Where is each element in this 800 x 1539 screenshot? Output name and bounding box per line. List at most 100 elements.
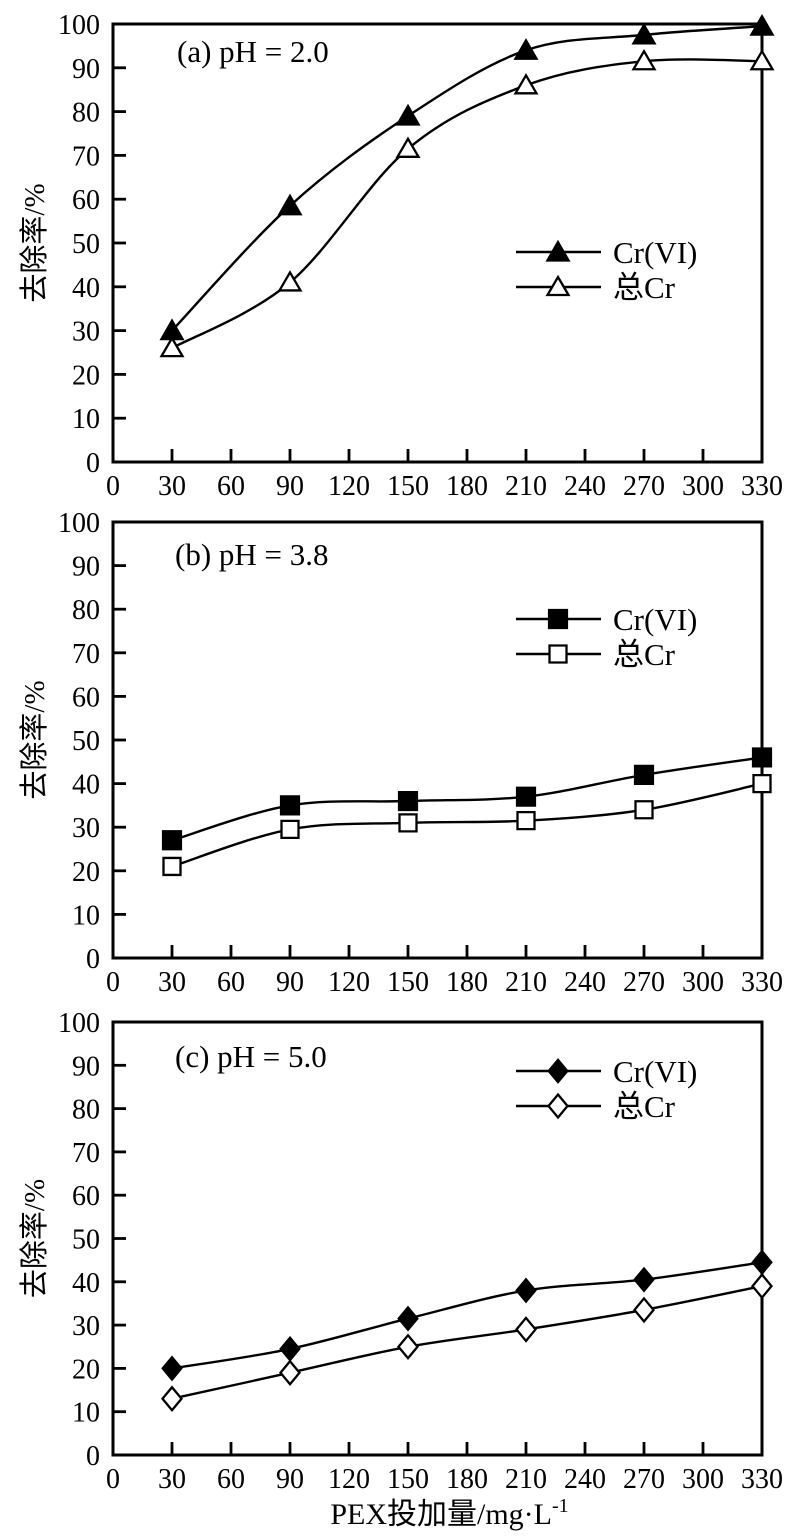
y-tick-label: 80 — [72, 595, 100, 626]
legend-label: Cr(VI) — [613, 1054, 697, 1089]
x-tick-label: 30 — [158, 471, 186, 502]
legend-label: 总Cr — [613, 1089, 676, 1124]
triangle-open-icon — [545, 274, 571, 297]
legend-item-total-cr: 总Cr — [516, 637, 676, 672]
chart-title: (a) pH = 2.0 — [177, 34, 329, 69]
y-tick-label: 40 — [72, 273, 100, 304]
data-point-marker-total-cr — [397, 1333, 419, 1361]
y-tick-label: 20 — [72, 360, 100, 391]
y-tick-label: 70 — [72, 639, 100, 670]
data-point-marker-cr6 — [395, 103, 421, 126]
y-tick-label: 80 — [72, 1095, 100, 1126]
data-point-marker-cr6 — [397, 790, 419, 812]
x-tick-label: 120 — [328, 967, 370, 998]
chart-title: (b) pH = 3.8 — [175, 537, 329, 572]
y-tick-label: 0 — [86, 944, 100, 975]
y-tick-label: 20 — [72, 1354, 100, 1385]
x-tick-label: 270 — [623, 1464, 665, 1495]
legend-item-cr6: Cr(VI) — [516, 602, 697, 637]
x-tick-label: 90 — [276, 967, 304, 998]
data-point-marker-total-cr — [395, 136, 421, 158]
data-point-marker-cr6 — [279, 1335, 301, 1362]
y-tick-label: 50 — [72, 229, 100, 260]
data-point-marker-total-cr — [515, 1316, 537, 1343]
y-tick-label: 60 — [72, 1181, 100, 1212]
data-point-marker-cr6 — [751, 1249, 773, 1276]
y-tick-label: 60 — [72, 682, 100, 713]
x-tick-label: 210 — [505, 1464, 547, 1495]
legend-item-total-cr: 总Cr — [516, 1089, 676, 1124]
data-point-marker-cr6 — [631, 22, 657, 45]
y-tick-label: 10 — [72, 404, 100, 435]
data-point-marker-total-cr — [749, 48, 775, 71]
x-tick-label: 210 — [505, 471, 547, 502]
legend: Cr(VI)总Cr — [516, 235, 697, 305]
y-tick-label: 50 — [72, 1225, 100, 1256]
y-tick-label: 10 — [72, 900, 100, 931]
x-tick-label: 60 — [217, 471, 245, 502]
chart-panel-c: 0 30 60 90 120 150 180 210 240 270 300 330 0 10 20 30 40… — [18, 1008, 783, 1495]
x-tick-label: 60 — [217, 967, 245, 998]
data-point-marker-cr6 — [515, 1277, 537, 1304]
y-tick-label: 90 — [72, 1051, 100, 1082]
triangle-filled-icon — [545, 239, 571, 262]
data-point-marker-total-cr — [631, 48, 657, 71]
y-tick-label: 30 — [72, 1311, 100, 1342]
legend-label: 总Cr — [613, 637, 676, 672]
y-axis-label: 去除率/% — [18, 680, 51, 799]
x-tick-label: 150 — [387, 1464, 429, 1495]
x-tick-label: 90 — [276, 471, 304, 502]
x-tick-label: 120 — [328, 1464, 370, 1495]
data-point-marker-cr6 — [633, 764, 655, 785]
x-tick-label: 270 — [623, 967, 665, 998]
data-point-marker-cr6 — [397, 1305, 419, 1332]
chart-panel-a: 0 30 60 90 120 150 180 210 240 270 300 330 0 10 20 30 40… — [18, 10, 783, 502]
data-point-marker-total-cr — [280, 819, 300, 840]
legend: Cr(VI)总Cr — [516, 1054, 697, 1124]
data-point-marker-total-cr — [633, 1296, 655, 1324]
x-tick-label: 330 — [741, 1464, 783, 1495]
x-tick-label: 150 — [387, 471, 429, 502]
data-point-marker-total-cr — [398, 813, 418, 833]
legend-label: 总Cr — [613, 270, 676, 305]
data-point-marker-total-cr — [752, 773, 772, 794]
data-point-marker-total-cr — [634, 800, 654, 820]
x-tick-label: 300 — [682, 471, 724, 502]
diamond-open-icon — [547, 1092, 569, 1120]
plot-border — [111, 1020, 764, 1457]
diamond-filled-icon — [547, 1058, 569, 1084]
data-point-marker-cr6 — [161, 830, 183, 851]
x-tick-label: 330 — [741, 471, 783, 502]
y-tick-label: 100 — [58, 10, 100, 41]
x-tick-label: 90 — [276, 1464, 304, 1495]
chart-panel-b: 0 30 60 90 120 150 180 210 240 270 300 330 0 10 20 30 40… — [18, 508, 783, 998]
y-tick-label: 30 — [72, 813, 100, 844]
x-tick-label: 150 — [387, 967, 429, 998]
y-tick-label: 40 — [72, 1268, 100, 1299]
x-tick-label: 30 — [158, 1464, 186, 1495]
y-axis-label: 去除率/% — [18, 183, 51, 302]
legend-label: Cr(VI) — [613, 602, 697, 637]
legend: Cr(VI)总Cr — [516, 602, 697, 672]
series-line-cr6 — [171, 756, 763, 842]
legend-item-cr6: Cr(VI) — [516, 1054, 697, 1089]
y-tick-label: 10 — [72, 1398, 100, 1429]
x-tick-label: 120 — [328, 471, 370, 502]
data-point-marker-total-cr — [277, 270, 303, 292]
y-tick-label: 70 — [72, 141, 100, 172]
x-tick-label: 0 — [106, 1464, 120, 1495]
x-tick-label: 180 — [446, 471, 488, 502]
square-filled-icon — [547, 608, 569, 630]
y-tick-label: 50 — [72, 726, 100, 757]
x-tick-label: 300 — [682, 967, 724, 998]
data-point-marker-cr6 — [515, 786, 537, 807]
y-tick-label: 20 — [72, 857, 100, 888]
x-tick-label: 180 — [446, 967, 488, 998]
data-point-marker-total-cr — [159, 335, 185, 358]
data-point-marker-total-cr — [279, 1359, 301, 1387]
y-tick-label: 70 — [72, 1138, 100, 1169]
y-axis-label: 去除率/% — [18, 1179, 51, 1298]
data-point-marker-cr6 — [633, 1266, 655, 1293]
